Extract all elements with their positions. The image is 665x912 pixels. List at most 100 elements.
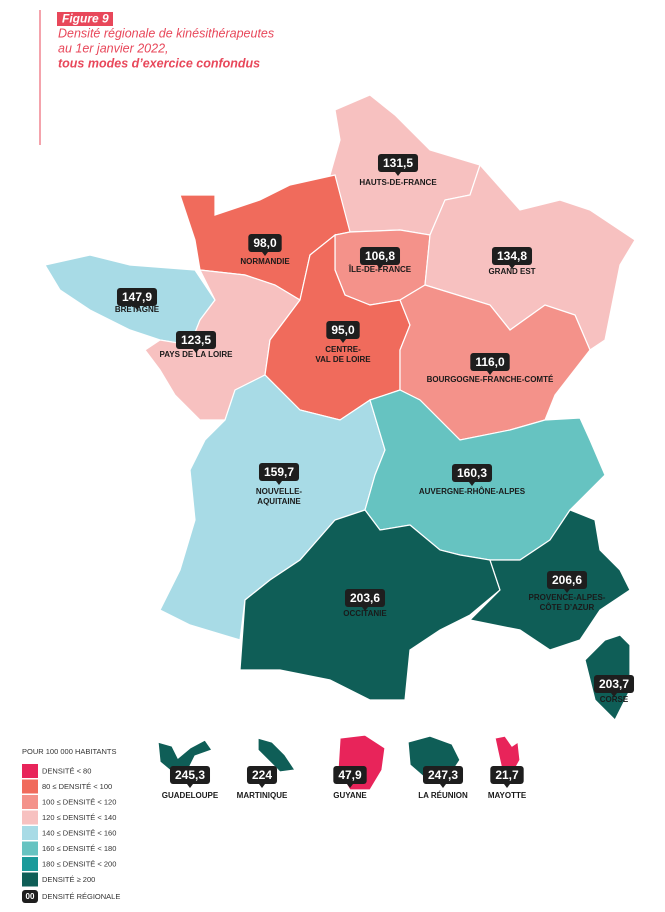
region-density-badge: 224 — [246, 766, 278, 788]
legend-label: 160 ≤ DENSITÉ < 180 — [42, 844, 116, 853]
region-name: GUYANE — [333, 791, 367, 800]
region-density-badge: 203,7 — [593, 675, 635, 697]
region-density: 131,5 — [383, 156, 413, 170]
region-name: GRAND EST — [488, 267, 535, 276]
badge-box — [546, 571, 588, 589]
legend-swatch — [22, 795, 38, 809]
region-name: LA RÉUNION — [418, 791, 468, 800]
region-name: GUADELOUPE — [162, 791, 219, 800]
region-density-badge: 159,7 — [258, 463, 300, 485]
badge-pointer — [347, 784, 353, 788]
region-name: OCCITANIE — [343, 609, 387, 618]
region-name: PROVENCE-ALPES- — [529, 593, 606, 602]
region-density-badge: 95,0 — [326, 321, 360, 343]
badge-pointer — [440, 784, 446, 788]
region-name: PAYS DE LA LOIRE — [159, 350, 233, 359]
badge-pointer — [259, 784, 265, 788]
region-density: 134,8 — [497, 249, 527, 263]
legend-badge-sample: 00 — [26, 892, 35, 901]
region-shape — [157, 739, 213, 773]
region-density-badge: 134,8 — [491, 247, 533, 269]
region-name: AUVERGNE-RHÔNE-ALPES — [419, 487, 526, 496]
region-density: 160,3 — [457, 466, 487, 480]
region-density-badge: 47,9 — [333, 766, 367, 788]
legend-swatch — [22, 826, 38, 840]
region-density: 123,5 — [181, 333, 211, 347]
region-name: NORMANDIE — [240, 257, 290, 266]
badge-pointer — [193, 349, 199, 353]
region-density: 159,7 — [264, 465, 294, 479]
region-name: HAUTS-DE-FRANCE — [359, 178, 437, 187]
badge-pointer — [611, 693, 617, 697]
badge-pointer — [564, 589, 570, 593]
badge-box — [248, 234, 282, 252]
badge-pointer — [469, 482, 475, 486]
region-density-badge: 206,6 — [546, 571, 588, 593]
badge-pointer — [362, 607, 368, 611]
region-density-badge: 203,6 — [344, 589, 386, 611]
region-density: 106,8 — [365, 249, 395, 263]
legend-label: DENSITÉ ≥ 200 — [42, 875, 95, 884]
badge-box — [175, 331, 217, 349]
badge-box — [593, 675, 635, 693]
badge-pointer — [504, 784, 510, 788]
badge-pointer — [377, 265, 383, 269]
figure-tag — [57, 12, 113, 26]
region-name: BRETAGNE — [115, 305, 160, 314]
badge-pointer — [487, 371, 493, 375]
badge-box — [116, 288, 158, 306]
legend-swatch — [22, 872, 38, 887]
region-density: 95,0 — [331, 323, 355, 337]
badge-pointer — [340, 339, 346, 343]
legend-swatch — [22, 841, 38, 856]
region-name: CÔTE D’AZUR — [540, 603, 595, 612]
region-density: 224 — [252, 768, 272, 782]
region-name: NOUVELLE- — [256, 487, 303, 496]
region-density-badge: 123,5 — [175, 331, 217, 353]
region-density: 147,9 — [122, 290, 152, 304]
region-name: CENTRE- — [325, 345, 361, 354]
legend-title: POUR 100 000 HABITANTS — [22, 747, 116, 756]
region-density-badge: 147,9 — [116, 288, 158, 310]
badge-pointer — [395, 172, 401, 176]
region-density: 203,6 — [350, 591, 380, 605]
legend-badge: 00 — [22, 890, 38, 903]
legend-swatch — [22, 779, 38, 794]
badge-box — [246, 766, 278, 784]
title-line: tous modes d’exercice confondus — [58, 56, 260, 70]
badge-pointer — [509, 265, 515, 269]
badge-box — [377, 154, 419, 172]
badge-box — [258, 463, 300, 481]
region-density: 247,3 — [428, 768, 458, 782]
badge-box — [451, 464, 493, 482]
region-name: ÎLE-DE-FRANCE — [348, 265, 412, 274]
badge-pointer — [276, 481, 282, 485]
region-density-badge: 247,3 — [422, 766, 464, 788]
badge-box — [326, 321, 360, 339]
region-name: BOURGOGNE-FRANCHE-COMTÉ — [427, 375, 554, 384]
badge-box — [344, 589, 386, 607]
badge-box — [490, 766, 524, 784]
badge-pointer — [262, 252, 268, 256]
badge-box — [359, 247, 401, 265]
badge-box — [169, 766, 211, 784]
region-density: 21,7 — [495, 768, 519, 782]
legend-label: 180 ≤ DENSITÉ < 200 — [42, 859, 116, 868]
region-density-badge: 21,7 — [490, 766, 524, 788]
badge-box — [491, 247, 533, 265]
legend-label: 120 ≤ DENSITÉ < 140 — [42, 813, 116, 822]
region-density: 47,9 — [338, 768, 362, 782]
badge-pointer — [134, 306, 140, 310]
legend-swatch — [22, 857, 38, 871]
region-name: AQUITAINE — [257, 497, 301, 506]
legend-swatch — [22, 810, 38, 825]
title-line: Densité régionale de kinésithérapeutes — [58, 26, 274, 40]
region-density: 116,0 — [475, 355, 505, 369]
legend-label: 100 ≤ DENSITÉ < 120 — [42, 797, 116, 806]
title-line: au 1er janvier 2022, — [58, 41, 169, 55]
region-density-badge: 160,3 — [451, 464, 493, 486]
legend-label: 140 ≤ DENSITÉ < 160 — [42, 828, 116, 837]
badge-box — [470, 353, 510, 371]
badge-pointer — [187, 784, 193, 788]
